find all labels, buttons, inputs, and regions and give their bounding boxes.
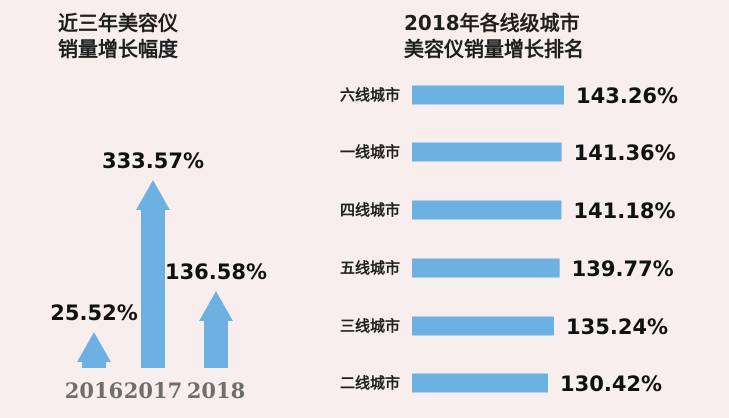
- arrow-value-label-2018: 136.58%: [165, 260, 267, 284]
- year-label-2017: 2017: [124, 378, 182, 403]
- rank-value-label: 139.77%: [572, 257, 674, 281]
- city-tier-label: 四线城市: [340, 201, 400, 219]
- rank-value-label: 141.18%: [573, 199, 675, 223]
- arrow-value-label-2016: 25.52%: [50, 301, 137, 325]
- city-tier-label: 六线城市: [340, 86, 400, 104]
- right-title-line-1: 2018年各线级城市: [404, 11, 580, 35]
- city-tier-label: 一线城市: [340, 143, 400, 161]
- growth-arrow-2016: [77, 332, 111, 368]
- rank-value-label: 143.26%: [576, 84, 678, 108]
- rank-value-label: 141.36%: [574, 141, 676, 165]
- left-title-line-2: 销量增长幅度: [58, 37, 178, 61]
- growth-arrow-2017: [136, 180, 170, 368]
- rank-bar-6: [412, 373, 548, 393]
- right-title-line-2: 美容仪销量增长排名: [404, 37, 584, 61]
- rank-bar-2: [412, 142, 562, 162]
- rank-value-label: 135.24%: [566, 315, 668, 339]
- left-title-line-1: 近三年美容仪: [58, 11, 178, 35]
- rank-bar-1: [412, 85, 564, 105]
- growth-arrow-2018: [199, 291, 233, 368]
- left-chart-title: 近三年美容仪 销量增长幅度: [58, 10, 258, 62]
- rank-bar-3: [412, 200, 562, 220]
- city-tier-label: 二线城市: [340, 374, 400, 392]
- city-tier-label: 三线城市: [340, 317, 400, 335]
- right-chart-title: 2018年各线级城市 美容仪销量增长排名: [404, 10, 704, 62]
- arrow-value-label-2017: 333.57%: [102, 149, 204, 173]
- city-tier-label: 五线城市: [340, 259, 400, 277]
- rank-value-label: 130.42%: [560, 372, 662, 396]
- year-label-2016: 2016: [65, 378, 123, 403]
- rank-bar-5: [412, 316, 555, 336]
- year-label-2018: 2018: [187, 378, 245, 403]
- rank-bar-4: [412, 258, 560, 278]
